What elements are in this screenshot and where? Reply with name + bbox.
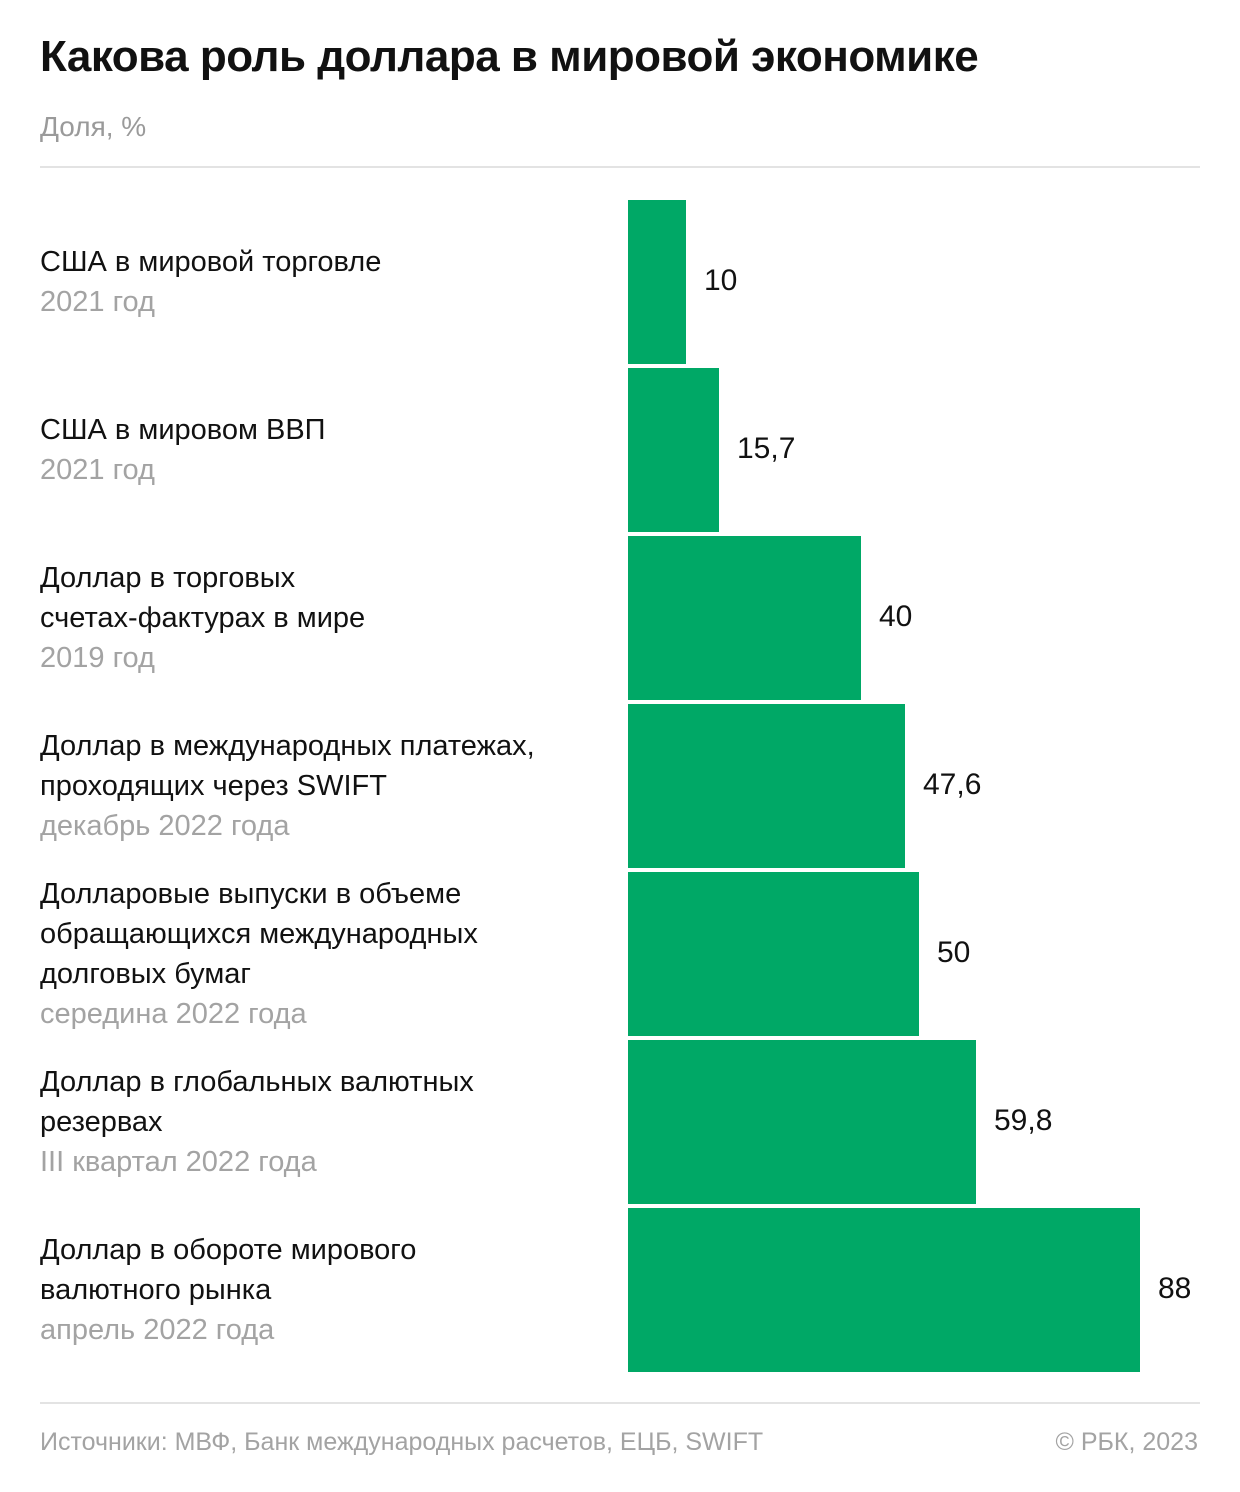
bar <box>628 1208 1140 1372</box>
category-period: 2021 год <box>40 286 155 318</box>
value-label: 50 <box>937 936 971 969</box>
category-label-line: США в мировой торговле <box>40 246 382 278</box>
category-label: Доллар в обороте мирового валютного рынка… <box>40 1230 620 1350</box>
category-label-line: Доллар в международных платежах, <box>40 730 535 762</box>
value-label: 40 <box>879 600 913 633</box>
value-label: 10 <box>704 264 738 297</box>
category-label: США в мировом ВВП 2021 год <box>40 410 620 490</box>
category-period: декабрь 2022 года <box>40 810 290 842</box>
sources-note: Источники: МВФ, Банк международных расче… <box>40 1428 764 1456</box>
category-label-line: валютного рынка <box>40 1274 272 1306</box>
value-label: 15,7 <box>737 432 796 465</box>
bar <box>628 704 905 868</box>
category-label-line: Доллар в обороте мирового <box>40 1234 417 1266</box>
category-label: США в мировой торговле 2021 год <box>40 242 620 322</box>
category-label-line: резервах <box>40 1106 163 1138</box>
category-label: Доллар в глобальных валютных резервах III … <box>40 1062 620 1182</box>
bar <box>628 1040 976 1204</box>
category-label-line: Долларовые выпуски в объеме <box>40 878 462 910</box>
copyright-note: © РБК, 2023 <box>1055 1428 1198 1456</box>
category-label-line: США в мировом ВВП <box>40 414 326 446</box>
category-label: Доллар в торговых счетах-фактурах в мире 2… <box>40 558 620 678</box>
bar <box>628 536 861 700</box>
category-label: Долларовые выпуски в объеме обращающихся … <box>40 874 620 1034</box>
value-label: 59,8 <box>994 1104 1053 1137</box>
category-label-line: Доллар в торговых <box>40 562 296 594</box>
category-label: Доллар в международных платежах, проходящ… <box>40 726 620 846</box>
category-period: III квартал 2022 года <box>40 1146 317 1178</box>
category-period: 2021 год <box>40 454 155 486</box>
category-label-line: обращающихся международных <box>40 918 478 950</box>
value-label: 47,6 <box>923 768 982 801</box>
bar <box>628 200 686 364</box>
top-divider <box>40 166 1200 168</box>
page-title: Какова роль доллара в мировой экономике <box>40 32 979 81</box>
category-label-line: счетах-фактурах в мире <box>40 602 366 634</box>
category-period: 2019 год <box>40 642 155 674</box>
bar <box>628 872 919 1036</box>
category-label-line: Доллар в глобальных валютных <box>40 1066 474 1098</box>
category-period: апрель 2022 года <box>40 1314 275 1346</box>
category-label-line: проходящих через SWIFT <box>40 770 387 802</box>
value-label: 88 <box>1158 1272 1192 1305</box>
chart-unit-subtitle: Доля, % <box>40 111 147 142</box>
category-period: середина 2022 года <box>40 998 307 1030</box>
bar <box>628 368 719 532</box>
category-label-line: долговых бумаг <box>40 958 252 990</box>
bottom-divider <box>40 1402 1200 1404</box>
